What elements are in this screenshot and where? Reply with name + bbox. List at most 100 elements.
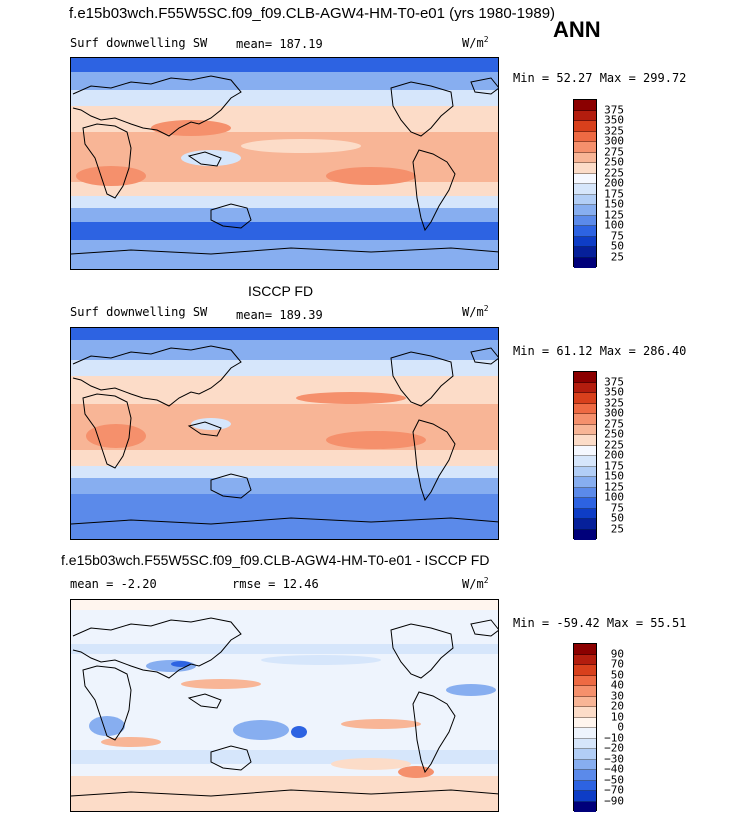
panel-obs-colorbar <box>573 371 597 540</box>
colorbar-swatch <box>574 257 596 268</box>
colorbar-tick-label: 75 <box>610 229 624 242</box>
colorbar-swatch <box>574 675 596 686</box>
colorbar-tick-label: 10 <box>610 710 624 723</box>
panel-model-variable: Surf downwelling SW <box>70 36 208 50</box>
colorbar-swatch <box>574 226 596 237</box>
panel-obs-units: W/m2 <box>462 304 489 319</box>
colorbar-swatch <box>574 487 596 498</box>
colorbar-swatch <box>574 801 596 812</box>
colorbar-swatch <box>574 121 596 132</box>
colorbar-tick-label: 150 <box>604 469 624 483</box>
colorbar-tick-label: 225 <box>604 438 624 451</box>
colorbar-swatch <box>574 519 596 530</box>
colorbar-tick-label: −40 <box>604 762 624 776</box>
colorbar-tick-label: 300 <box>604 134 624 148</box>
colorbar-tick-label: 350 <box>604 385 624 399</box>
colorbar-swatch <box>574 424 596 435</box>
colorbar-tick-label: 150 <box>604 197 624 211</box>
panel-diff-colorbar <box>573 643 597 812</box>
colorbar-tick-label: 200 <box>604 176 624 190</box>
colorbar-tick-label: −90 <box>604 794 624 807</box>
colorbar-swatch <box>574 780 596 791</box>
colorbar-swatch <box>574 382 596 393</box>
panel-diff-map-svg <box>71 600 498 811</box>
colorbar-tick-label: 300 <box>604 406 624 420</box>
colorbar-swatch <box>574 403 596 414</box>
panel-obs-title: ISCCP FD <box>248 283 314 299</box>
panel-model-colorbar-labels: 375 350 325 300 275 250 225 200 175 150 125 100 75 50… <box>604 99 624 267</box>
colorbar-tick-label: 75 <box>610 501 624 514</box>
colorbar-tick-label: 100 <box>604 218 624 232</box>
panel-model-colorbar <box>573 99 597 268</box>
colorbar-tick-label: 70 <box>610 657 624 671</box>
panel-diff-map <box>70 599 499 812</box>
colorbar-swatch <box>574 665 596 676</box>
colorbar-tick-label: 250 <box>604 427 624 441</box>
colorbar-swatch <box>574 173 596 184</box>
colorbar-tick-label: −30 <box>604 752 624 765</box>
panel-model-map-svg <box>71 58 498 269</box>
colorbar-tick-label: 0 <box>617 720 624 734</box>
colorbar-tick-label: 175 <box>604 187 624 200</box>
colorbar-tick-label: 40 <box>610 678 624 692</box>
colorbar-tick-label: 375 <box>604 103 624 116</box>
colorbar-swatch <box>574 414 596 425</box>
colorbar-swatch <box>574 152 596 163</box>
colorbar-tick-label: 225 <box>604 166 624 179</box>
panel-obs-minmax: Min = 61.12 Max = 286.40 <box>513 344 687 358</box>
colorbar-tick-label: 325 <box>604 124 624 137</box>
colorbar-swatch <box>574 508 596 519</box>
figure-title: f.e15b03wch.F55W5SC.f09_f09.CLB-AGW4-HM-… <box>69 5 556 22</box>
colorbar-swatch <box>574 194 596 205</box>
colorbar-tick-label: 175 <box>604 459 624 472</box>
colorbar-tick-label: 375 <box>604 375 624 388</box>
colorbar-swatch <box>574 236 596 247</box>
panel-diff-rmse: rmse = 12.46 <box>232 577 319 591</box>
colorbar-tick-label: 350 <box>604 113 624 127</box>
colorbar-swatch <box>574 707 596 718</box>
panel-model-units: W/m2 <box>462 35 489 50</box>
colorbar-swatch <box>574 445 596 456</box>
colorbar-swatch <box>574 100 596 111</box>
colorbar-swatch <box>574 477 596 488</box>
colorbar-swatch <box>574 456 596 467</box>
panel-diff-colorbar-labels: 90 70 50 40 30 20 10 0 −10 −20 −30 −40 −50 −70 −90 <box>604 643 624 811</box>
colorbar-tick-label: 100 <box>604 490 624 504</box>
panel-model-minmax: Min = 52.27 Max = 299.72 <box>513 71 687 85</box>
colorbar-swatch <box>574 654 596 665</box>
colorbar-swatch <box>574 372 596 383</box>
colorbar-tick-label: 125 <box>604 480 624 493</box>
colorbar-swatch <box>574 435 596 446</box>
panel-diff-units: W/m2 <box>462 576 489 591</box>
panel-diff-minmax: Min = -59.42 Max = 55.51 <box>513 616 687 630</box>
colorbar-swatch <box>574 770 596 781</box>
colorbar-swatch <box>574 184 596 195</box>
colorbar-tick-label: 275 <box>604 145 624 158</box>
colorbar-swatch <box>574 498 596 509</box>
colorbar-swatch <box>574 131 596 142</box>
colorbar-swatch <box>574 738 596 749</box>
season-label: ANN <box>553 17 601 42</box>
colorbar-tick-label: −70 <box>604 783 624 797</box>
colorbar-swatch <box>574 791 596 802</box>
colorbar-swatch <box>574 529 596 540</box>
panel-model-mean: mean= 187.19 <box>236 37 323 51</box>
colorbar-tick-label: −20 <box>604 741 624 755</box>
colorbar-swatch <box>574 759 596 770</box>
panel-obs-variable: Surf downwelling SW <box>70 305 208 319</box>
colorbar-tick-label: 25 <box>610 522 624 535</box>
colorbar-swatch <box>574 215 596 226</box>
colorbar-swatch <box>574 644 596 655</box>
colorbar-swatch <box>574 205 596 216</box>
colorbar-tick-label: 125 <box>604 208 624 221</box>
panel-model-map <box>70 57 499 270</box>
colorbar-swatch <box>574 696 596 707</box>
colorbar-tick-label: 275 <box>604 417 624 430</box>
panel-obs-map-svg <box>71 328 498 539</box>
colorbar-swatch <box>574 686 596 697</box>
colorbar-tick-label: 20 <box>610 699 624 713</box>
colorbar-tick-label: 90 <box>610 647 624 660</box>
colorbar-tick-label: 30 <box>610 689 624 702</box>
colorbar-swatch <box>574 717 596 728</box>
colorbar-swatch <box>574 466 596 477</box>
